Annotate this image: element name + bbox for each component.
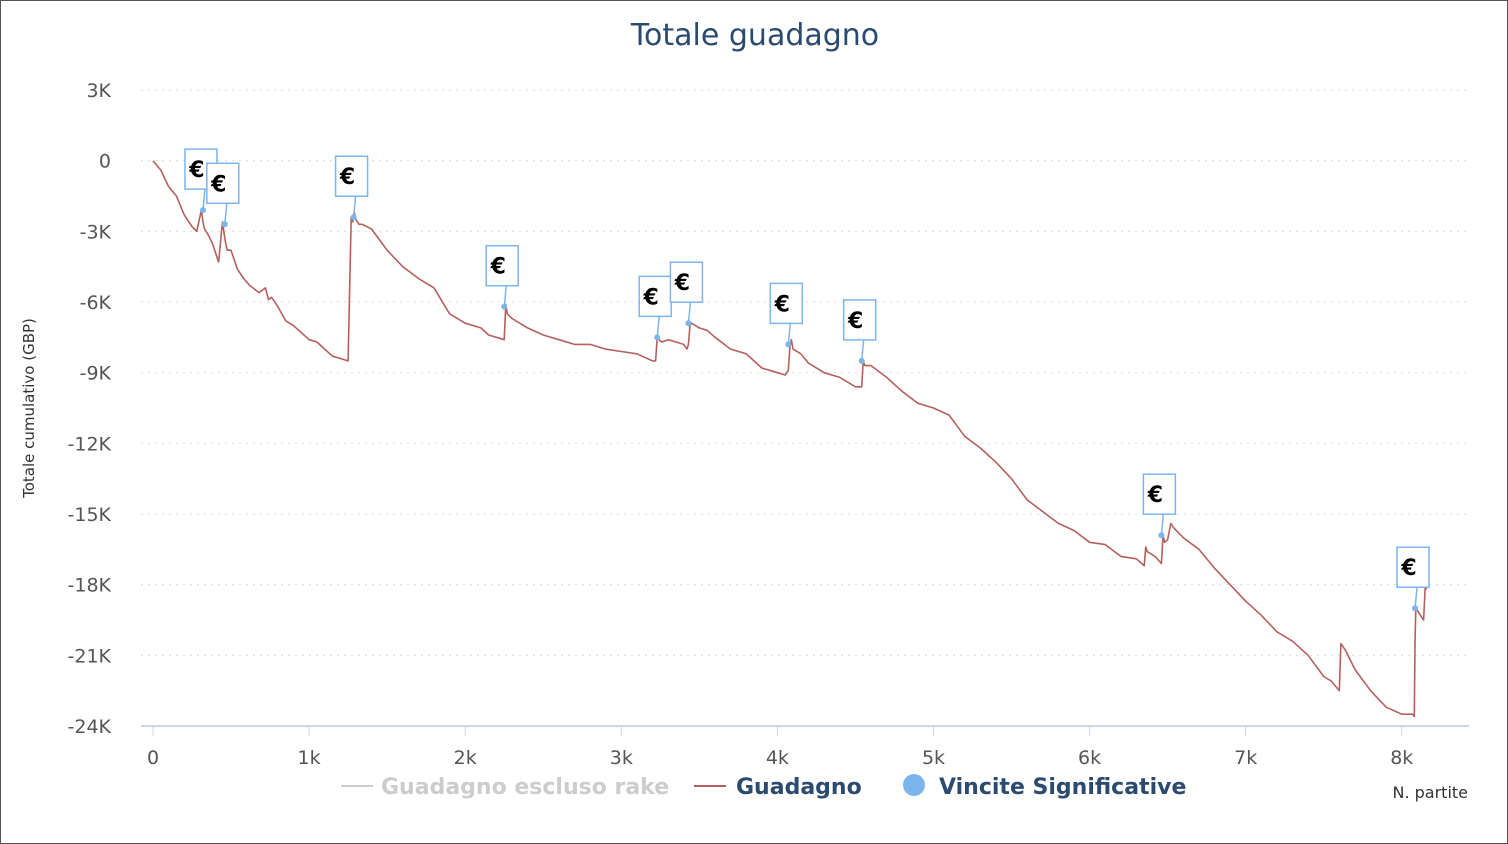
legend-item-guadagno-escluso-rake[interactable]: Guadagno escluso rake <box>341 775 669 800</box>
win-flag-box <box>842 299 877 341</box>
win-flag[interactable]: € <box>769 282 804 348</box>
x-tick-label: 5k <box>922 747 945 769</box>
series-line-guadagno <box>152 160 1428 718</box>
win-flag[interactable]: € <box>638 275 672 341</box>
win-flag-stem <box>503 285 507 307</box>
y-tick-label: -24K <box>68 716 112 738</box>
x-tick-label: 7k <box>1234 747 1257 769</box>
win-flag-stem <box>860 339 865 361</box>
win-point <box>199 207 206 214</box>
win-flag-box <box>1396 546 1430 588</box>
win-flag-stem <box>1414 587 1418 609</box>
legend-item-vincite-significative[interactable]: Vincite Significative <box>903 774 1186 800</box>
legend-label-guadagno-escluso-rake: Guadagno escluso rake <box>381 775 669 800</box>
win-flag-label: € <box>774 292 790 317</box>
y-axis-label: Totale cumulativo (GBP) <box>20 318 38 499</box>
legend-label-guadagno: Guadagno <box>736 775 862 800</box>
win-flag[interactable]: € <box>1142 473 1177 539</box>
win-flag-box <box>638 275 672 318</box>
win-flag-box <box>334 155 369 197</box>
y-tick-label: 3K <box>86 80 111 102</box>
win-flag[interactable]: € <box>206 162 240 228</box>
y-tick-label: -3K <box>80 221 112 243</box>
y-tick-label: 0 <box>99 151 111 173</box>
win-flag[interactable]: € <box>485 244 519 310</box>
y-axis-ticks: 3K 0 -3K -6K -9K -12K -15K -18K -21K -24K <box>68 80 112 738</box>
win-flag-box <box>769 282 804 325</box>
win-flag[interactable]: € <box>842 299 877 364</box>
win-flag-label: € <box>643 285 659 310</box>
y-tick-label: -18K <box>68 575 112 597</box>
x-axis-label: N. partite <box>1392 783 1468 802</box>
y-tick-label: -21K <box>68 645 112 667</box>
win-flag-label: € <box>490 255 506 280</box>
win-flag-label: € <box>1147 483 1163 508</box>
win-flag-box <box>206 162 240 205</box>
win-point <box>221 221 228 228</box>
y-tick-label: -9K <box>80 363 112 385</box>
x-axis: 0 1k 2k 3k 4k 5k 6k 7k 8k <box>141 725 1469 769</box>
win-point <box>1158 532 1165 539</box>
y-tick-label: -12K <box>68 433 112 455</box>
x-tick-label: 2k <box>454 747 477 769</box>
win-flag-stem <box>1160 514 1165 536</box>
win-point <box>685 320 692 327</box>
win-flag[interactable]: € <box>1396 546 1430 612</box>
x-tick-label: 0 <box>147 747 159 769</box>
y-tick-label: -6K <box>80 292 112 314</box>
win-flag-box <box>669 261 704 303</box>
x-tick-label: 3k <box>610 747 633 769</box>
x-tick-label: 8k <box>1390 747 1413 769</box>
win-point <box>1412 605 1419 612</box>
win-flag-box <box>1142 473 1177 515</box>
flags-layer: €€ €€€€€€€€ <box>184 148 1430 612</box>
win-flag-stem <box>787 323 792 345</box>
win-flag[interactable]: € <box>334 155 369 221</box>
series-layer <box>152 160 1428 718</box>
win-point <box>350 214 357 221</box>
win-flag-box <box>485 244 519 287</box>
x-tick-label: 4k <box>766 747 789 769</box>
win-flag-stem <box>224 203 228 225</box>
legend-item-guadagno[interactable]: Guadagno <box>694 775 862 800</box>
win-flag-stem <box>352 196 357 218</box>
win-flag-label: € <box>1400 556 1416 581</box>
win-point <box>858 357 865 364</box>
win-flag-stem <box>687 302 692 324</box>
win-point <box>654 334 661 341</box>
win-flag-label: € <box>339 165 355 190</box>
win-flag-stem <box>202 189 206 211</box>
win-flag-label: € <box>210 172 226 197</box>
win-flag-label: € <box>188 158 204 183</box>
legend: Guadagno escluso rake Guadagno Vincite S… <box>341 774 1186 800</box>
chart-title: Totale guadagno <box>630 18 879 53</box>
win-flag-label: € <box>674 271 690 296</box>
win-flag-label: € <box>847 309 863 334</box>
grid-lines <box>141 89 1469 656</box>
x-tick-label: 1k <box>298 747 321 769</box>
x-tick-label: 6k <box>1078 747 1101 769</box>
legend-swatch-vincite-significative <box>903 774 925 796</box>
legend-label-vincite-significative: Vincite Significative <box>939 775 1186 800</box>
y-tick-label: -15K <box>68 504 112 526</box>
win-point <box>501 303 508 310</box>
win-flag[interactable]: € <box>669 261 704 327</box>
win-point <box>785 341 792 348</box>
win-flag-stem <box>656 316 660 338</box>
